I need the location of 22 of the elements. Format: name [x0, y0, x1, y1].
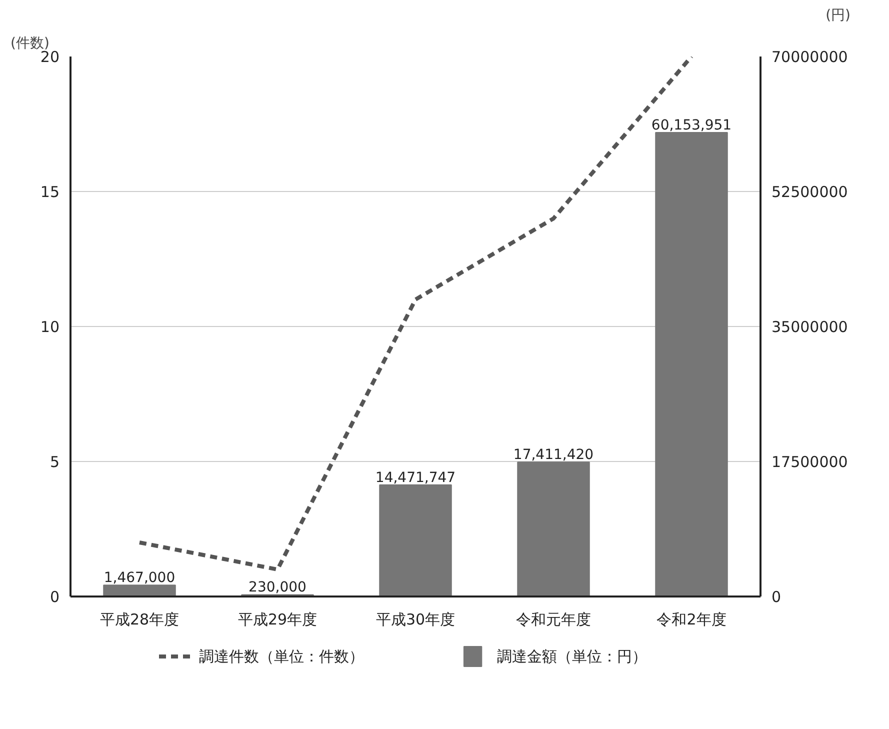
legend-label: 調達金額（単位：円）	[496, 648, 647, 666]
data-label: 14,471,747	[375, 470, 456, 486]
x-tick-label: 平成29年度	[238, 610, 318, 628]
x-tick-label: 令和2年度	[656, 610, 726, 628]
x-tick-label: 平成28年度	[100, 610, 180, 628]
data-label: 17,411,420	[513, 447, 594, 464]
y-tick-label: 5	[50, 453, 60, 471]
x-tick-label: 令和元年度	[516, 610, 591, 628]
y-tick-label: 15	[40, 183, 60, 201]
y-tick-label: 10	[40, 318, 60, 336]
y2-tick-label: 17500000	[772, 453, 848, 471]
legend-label: 調達件数（単位：件数）	[199, 648, 364, 666]
y2-tick-label: 70000000	[772, 48, 848, 66]
data-label: 230,000	[248, 580, 306, 596]
x-tick-label: 平成30年度	[376, 610, 456, 628]
y2-tick-label: 0	[772, 588, 782, 606]
y2-axis-title: (円)	[826, 8, 851, 24]
y2-tick-label: 35000000	[772, 318, 848, 336]
y-tick-label: 0	[50, 588, 60, 606]
y2-tick-label: 52500000	[772, 183, 848, 201]
data-label: 60,153,951	[651, 117, 732, 134]
data-label: 1,467,000	[104, 570, 176, 586]
